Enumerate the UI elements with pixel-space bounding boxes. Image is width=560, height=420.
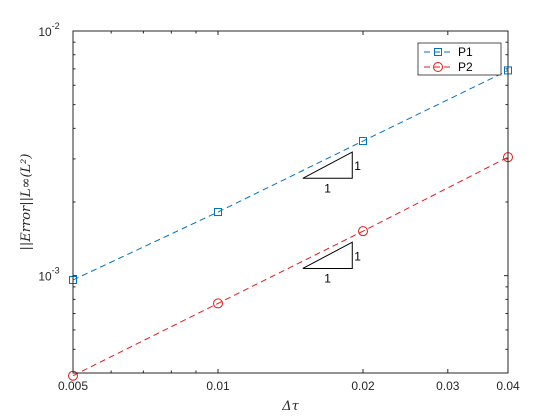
slope-run-label: 1: [324, 181, 331, 195]
slope-run-label: 1: [324, 271, 331, 285]
slope-triangle-shape: [302, 241, 353, 269]
slope-rise-label: 1: [354, 249, 361, 263]
y-tick-label: 10-2: [38, 21, 59, 39]
plot-area: [73, 31, 508, 373]
legend-marker: [433, 62, 443, 72]
x-tick-label: 0.03: [436, 379, 460, 393]
series-line-p2: [72, 156, 509, 377]
y-tick-label: 10-3: [38, 266, 59, 284]
legend-entry-p1: P1: [424, 45, 473, 59]
data-point-p1: [214, 208, 222, 217]
legend-marker: [434, 48, 442, 56]
x-tick-label: 0.04: [496, 379, 520, 393]
data-point-p1: [359, 137, 367, 146]
data-point-p2: [358, 226, 368, 237]
legend-label: P2: [458, 60, 473, 74]
slope-rise-label: 1: [354, 159, 361, 173]
axes-frame: [72, 30, 509, 374]
y-axis-label: ||Error||L∞(L²): [19, 154, 34, 251]
data-point-p2: [213, 298, 223, 309]
series-layer: [68, 66, 513, 381]
slope-triangle: 11: [302, 151, 361, 195]
x-tick-label: 0.005: [58, 379, 88, 393]
legend-box: [417, 42, 502, 76]
slope-triangle-shape: [302, 151, 353, 179]
x-axis-label: Δτ: [281, 399, 299, 414]
series-line-p1: [72, 69, 509, 281]
tick-labels: 0.005 0.01 0.02 0.03 0.04 10-3 10-2: [38, 21, 520, 393]
slope-triangle: 11: [302, 241, 361, 285]
x-tick-label: 0.01: [206, 379, 230, 393]
legend-entry-p2: P2: [424, 60, 473, 74]
x-tick-label: 0.02: [351, 379, 375, 393]
legend-label: P1: [458, 45, 473, 59]
